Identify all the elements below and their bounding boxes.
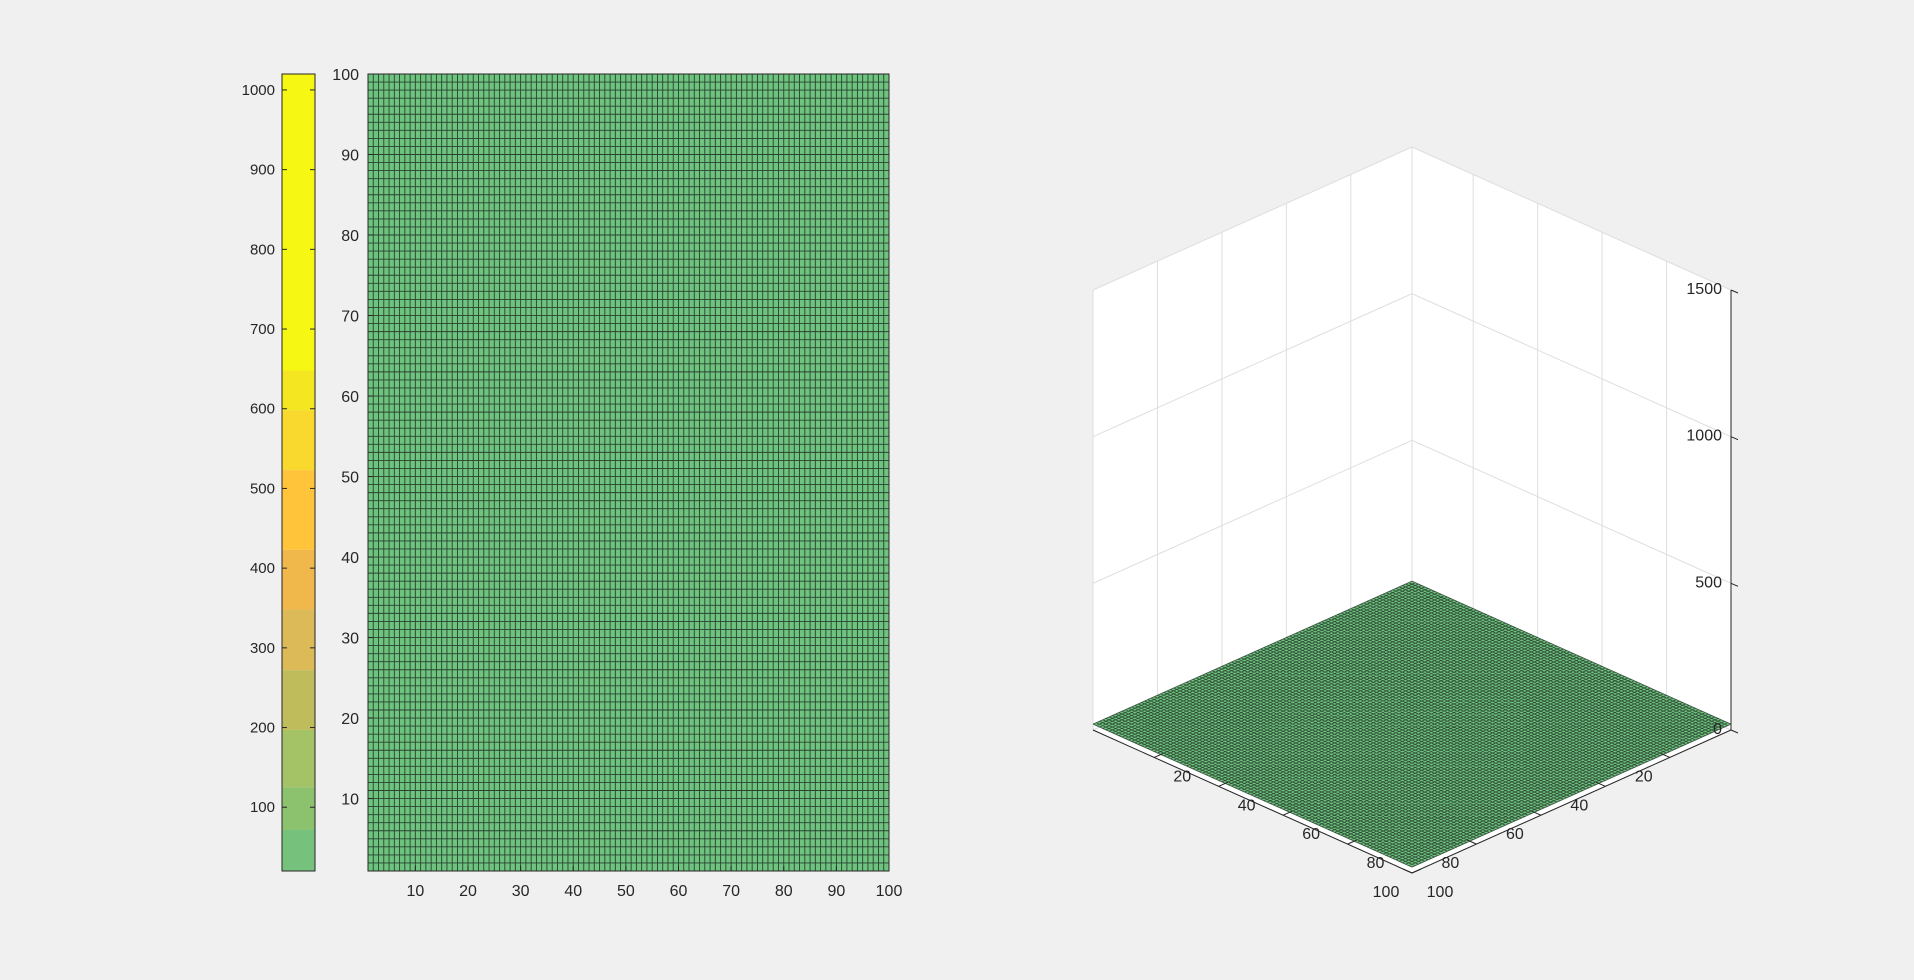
surface-x-ticks: 20 40 60 80 100 [1154,752,1454,901]
colorbar-band-5 [282,549,315,610]
heatmap-y-tick-label: 10 [341,792,359,809]
surface-y-tick-label: 20 [1635,768,1653,785]
surface-z-ticks: 0 500 1000 1500 [1686,281,1739,738]
heatmap-axes[interactable]: 10 20 30 40 50 60 70 80 90 100 10 20 30 40 50 60 70 80 90… [332,67,902,900]
surface-y-tick-label: 60 [1506,826,1524,843]
heatmap-x-tick-label: 100 [876,883,903,900]
heatmap-x-tick-label: 90 [827,883,845,900]
heatmap-y-tick-label: 30 [341,631,359,648]
colorbar-band-0 [282,829,315,871]
surface-z-tick-mark [1730,436,1739,441]
surface-y-tick-mark [1660,752,1670,758]
colorbar-tick-label: 1000 [242,82,275,99]
heatmap-x-tick-label: 10 [406,883,424,900]
surface-x-tick-label: 40 [1238,797,1256,814]
surface-axes[interactable]: 0 500 1000 1500 20 40 60 80 100 20 40 60 80 100 [1092,146,1739,901]
surface-z-tick-mark [1730,289,1739,294]
colorbar-tick-label: 200 [250,720,275,737]
surface-y-tick-mark [1596,781,1606,787]
colorbar-band-7 [282,410,315,471]
surface-z-tick-mark [1730,582,1739,587]
heatmap-y-tick-label: 80 [341,228,359,245]
heatmap-frame [367,73,890,872]
colorbar-tick-label: 500 [250,480,275,497]
heatmap-x-tick-label: 60 [670,883,688,900]
surface-x-tick-mark [1218,781,1228,787]
heatmap-y-tick-label: 100 [332,67,359,84]
surface-z-tick-mark [1730,729,1739,734]
heatmap-x-ticks: 10 20 30 40 50 60 70 80 90 100 [406,866,902,900]
heatmap-x-tick-label: 30 [512,883,530,900]
surface-pane-back-wall-x [1412,147,1731,730]
heatmap-y-tick-label: 40 [341,550,359,567]
heatmap-y-ticks: 10 20 30 40 50 60 70 80 90 100 [332,67,373,809]
colorbar-tick-label: 800 [250,241,275,258]
surface-x-tick-mark [1154,752,1164,758]
colorbar-tick-label: 900 [250,162,275,179]
surface-y-tick-label: 40 [1570,797,1588,814]
surface-mesh [1092,580,1732,868]
surface-y-tick-mark [1531,810,1542,816]
heatmap-y-tick-label: 20 [341,711,359,728]
surface-pane-back-wall-y [1093,147,1412,730]
colorbar-tick-label: 300 [250,640,275,657]
surface-x-tick-mark [1282,810,1293,816]
surface-z-tick-label: 0 [1713,721,1722,738]
surface-x-tick-label: 60 [1302,826,1320,843]
surface-x-tick-label: 80 [1367,855,1385,872]
surface-x-tick-mark [1411,868,1422,874]
heatmap-x-tick-label: 80 [775,883,793,900]
colorbar-band-3 [282,670,315,730]
surface-y-tick-label: 80 [1442,855,1460,872]
colorbar-band-4 [282,609,315,671]
colorbar-tick-label: 700 [250,321,275,338]
heatmap-y-tick-label: 70 [341,309,359,326]
colorbar-bands [282,74,315,871]
colorbar-band-2 [282,729,315,788]
colorbar-tick-label: 600 [250,401,275,418]
colorbar-ticks: 100 200 300 400 500 600 700 800 900 1000 [242,82,315,816]
heatmap-y-tick-label: 90 [341,148,359,165]
surface-z-tick-label: 1500 [1686,281,1722,298]
surface-z-tick-label: 500 [1695,574,1722,591]
colorbar-band-1 [282,787,315,830]
surface-x-tick-mark [1347,839,1357,845]
surface-y-tick-mark [1467,839,1477,845]
heatmap-x-tick-label: 20 [459,883,477,900]
heatmap-y-tick-label: 50 [341,470,359,487]
colorbar-band-8 [282,370,315,411]
colorbar: 100 200 300 400 500 600 700 800 900 1000 [242,73,316,872]
heatmap-x-tick-label: 50 [617,883,635,900]
heatmap-grid [368,74,889,871]
colorbar-frame [281,73,316,872]
colorbar-tick-label: 400 [250,560,275,577]
surface-x-tick-label: 20 [1173,768,1191,785]
surface-edges [1092,580,1732,868]
surface-z-tick-label: 1000 [1686,428,1722,445]
surface-y-ticks: 20 40 60 80 100 [1373,752,1670,901]
colorbar-band-9 [282,74,315,371]
surface-y-tick-mark [1402,868,1413,874]
heatmap-y-tick-label: 60 [341,389,359,406]
surface-x-tick-label: 100 [1427,884,1454,901]
surface-y-tick-label: 100 [1373,884,1400,901]
heatmap-x-tick-label: 70 [722,883,740,900]
colorbar-band-6 [282,470,315,550]
heatmap-x-tick-label: 40 [564,883,582,900]
colorbar-tick-label: 100 [250,799,275,816]
